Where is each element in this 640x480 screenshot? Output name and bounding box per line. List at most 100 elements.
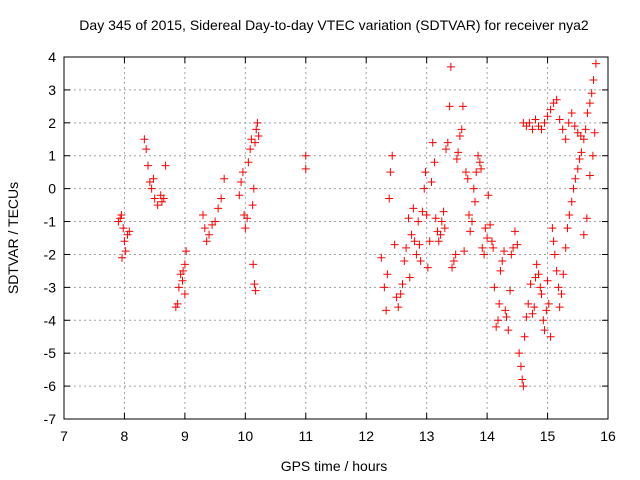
data-point: [582, 214, 591, 223]
data-point: [161, 161, 170, 170]
data-point: [481, 224, 490, 233]
data-point: [254, 131, 263, 140]
chart-title: Day 345 of 2015, Sidereal Day-to-day VTE…: [79, 17, 589, 33]
data-point: [549, 237, 558, 246]
data-point: [388, 151, 397, 160]
data-point: [457, 125, 466, 134]
data-point: [583, 108, 592, 117]
data-point: [434, 237, 443, 246]
data-point: [561, 135, 570, 144]
data-point: [431, 214, 440, 223]
data-point: [474, 151, 483, 160]
data-point: [249, 184, 258, 193]
axis-ticks: [63, 56, 609, 420]
data-point: [180, 289, 189, 298]
data-point: [480, 250, 489, 259]
data-point: [500, 247, 509, 256]
x-tick-label: 7: [60, 428, 68, 444]
data-point: [530, 303, 539, 312]
data-point: [385, 194, 394, 203]
data-point: [531, 115, 540, 124]
x-tick-label: 15: [540, 428, 556, 444]
data-point: [301, 164, 310, 173]
data-point: [439, 207, 448, 216]
data-point: [546, 105, 555, 114]
data-point: [585, 99, 594, 108]
x-tick-label: 13: [419, 428, 435, 444]
data-point: [554, 283, 563, 292]
data-point: [455, 131, 464, 140]
data-point: [448, 263, 457, 272]
data-points: [114, 59, 600, 391]
data-point: [380, 283, 389, 292]
data-point: [147, 184, 156, 193]
data-point: [544, 299, 553, 308]
data-point: [539, 316, 548, 325]
data-point: [478, 243, 487, 252]
data-point: [382, 306, 391, 315]
data-point: [460, 247, 469, 256]
data-point: [567, 108, 576, 117]
data-point: [516, 362, 525, 371]
data-point: [418, 207, 427, 216]
x-tick-labels: 7 8 9 10 11 12 13 14 15 16: [60, 428, 616, 444]
data-point: [510, 227, 519, 236]
data-point: [120, 237, 129, 246]
data-point: [577, 148, 586, 157]
data-point: [540, 118, 549, 127]
data-point: [250, 280, 259, 289]
y-tick-label: 0: [48, 181, 56, 197]
data-point: [536, 283, 545, 292]
data-point: [528, 309, 537, 318]
data-point: [463, 174, 472, 183]
data-point: [425, 237, 434, 246]
data-point: [542, 306, 551, 315]
data-point: [490, 283, 499, 292]
data-point: [461, 168, 470, 177]
data-point: [414, 217, 423, 226]
data-point: [437, 217, 446, 226]
data-point: [246, 145, 255, 154]
data-point: [117, 210, 126, 219]
data-point: [540, 326, 549, 335]
data-point: [513, 240, 522, 249]
data-point: [483, 234, 492, 242]
data-point: [563, 224, 572, 233]
y-axis-label: SDTVAR / TECUs: [5, 182, 21, 294]
data-point: [587, 89, 596, 98]
data-point: [477, 164, 486, 173]
data-point: [498, 257, 507, 266]
data-point: [237, 178, 246, 187]
data-point: [116, 214, 125, 223]
data-point: [114, 217, 123, 226]
data-point: [428, 138, 437, 147]
data-point: [451, 250, 460, 259]
data-point: [443, 138, 452, 147]
data-point: [252, 125, 261, 134]
data-point: [394, 303, 403, 312]
data-point: [377, 253, 386, 262]
y-tick-label: -6: [44, 378, 57, 394]
data-point: [235, 191, 244, 200]
data-point: [575, 155, 584, 164]
data-point: [537, 289, 546, 298]
data-point: [247, 135, 256, 144]
y-tick-label: 4: [48, 49, 56, 65]
data-point: [472, 168, 481, 177]
data-point: [251, 286, 260, 295]
data-point: [555, 115, 564, 124]
data-point: [471, 197, 480, 206]
data-point: [526, 280, 535, 289]
data-point: [552, 266, 561, 275]
data-point: [174, 283, 183, 292]
data-point: [528, 125, 537, 134]
y-tick-label: -1: [44, 214, 57, 230]
data-point: [145, 178, 154, 187]
data-point: [561, 243, 570, 252]
data-point: [121, 247, 130, 256]
data-point: [519, 382, 528, 391]
data-point: [464, 210, 473, 219]
data-point: [557, 289, 566, 298]
data-point: [590, 128, 599, 137]
data-point: [484, 191, 493, 200]
